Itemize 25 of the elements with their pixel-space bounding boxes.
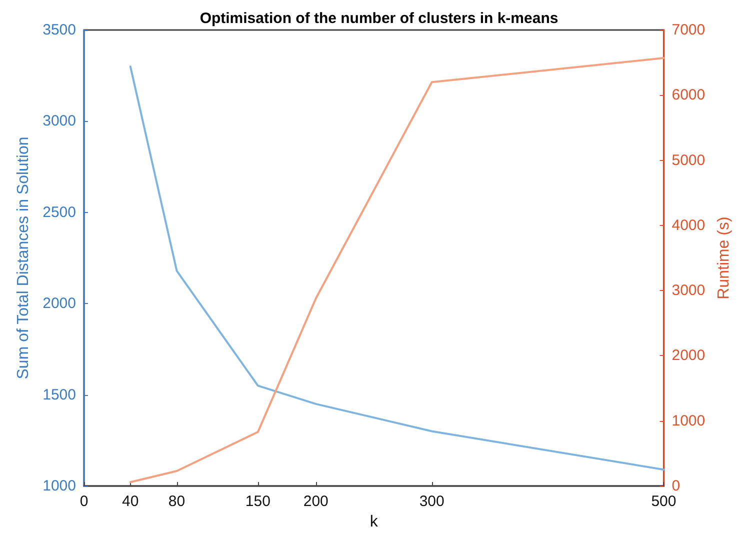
x-tick-label: 500 xyxy=(651,493,676,510)
y2-tick-label: 1000 xyxy=(672,412,706,430)
y2-tick-label: 7000 xyxy=(672,22,706,38)
x-axis-title: k xyxy=(370,514,379,530)
y2-tick-label: 3000 xyxy=(672,282,706,300)
x-tick-label: 300 xyxy=(419,493,444,510)
y-axis-title: Sum of Total Distances in Solution xyxy=(15,136,32,380)
y2-tick-label: 0 xyxy=(672,478,680,494)
y2-tick-label: 4000 xyxy=(672,216,706,234)
x-tick-label: 0 xyxy=(80,493,88,510)
y-tick-label: 3000 xyxy=(42,112,76,130)
y-tick-label: 2000 xyxy=(42,295,76,312)
y2-tick-label: 6000 xyxy=(672,86,706,104)
chart-title: Optimisation of the number of clusters in k-means xyxy=(200,10,558,27)
y-tick-label: 3500 xyxy=(42,22,76,38)
y-tick-label: 1500 xyxy=(42,386,76,404)
y-tick-label: 1000 xyxy=(42,478,76,494)
x-tick-label: 200 xyxy=(303,493,328,510)
y-tick-label: 2500 xyxy=(42,204,76,221)
x-tick-label: 80 xyxy=(168,493,186,510)
x-tick-label: 40 xyxy=(122,493,139,510)
y2-tick-label: 5000 xyxy=(672,152,706,169)
y2-axis-title: Runtime (s) xyxy=(716,216,732,300)
y2-tick-label: 2000 xyxy=(672,347,706,364)
x-tick-label: 150 xyxy=(245,493,270,510)
